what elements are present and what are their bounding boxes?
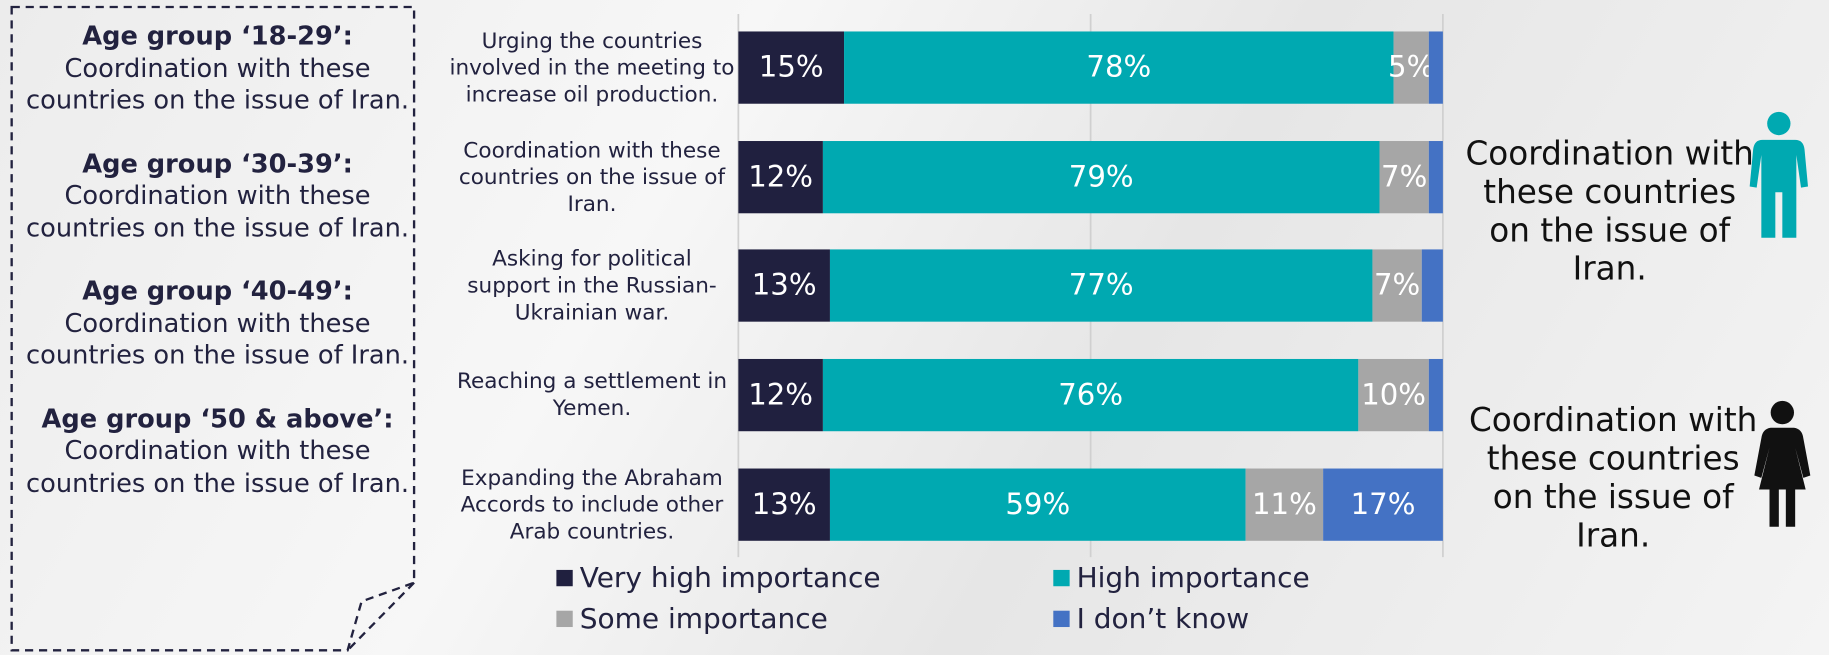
category-label: Reaching a settlement in Yemen. bbox=[456, 369, 728, 421]
bar-segment bbox=[1428, 31, 1443, 104]
female-icon bbox=[1754, 400, 1811, 527]
category-label: Urging the countries involved in the mee… bbox=[449, 28, 735, 107]
value-label: 17% bbox=[1351, 487, 1416, 521]
male-icon bbox=[1749, 111, 1808, 238]
bar-segment bbox=[738, 249, 830, 322]
age-group: Age group ‘30-39’: bbox=[82, 149, 353, 179]
age-item: Age group ‘40-49’: Coordination with the… bbox=[16, 276, 418, 372]
age-text: Coordination with these countries on the… bbox=[26, 437, 410, 499]
value-label: 13% bbox=[752, 487, 817, 521]
bar-segment bbox=[829, 249, 1373, 322]
value-label: 5% bbox=[1388, 50, 1434, 84]
value-label: 11% bbox=[1252, 487, 1317, 521]
value-label: 79% bbox=[1069, 159, 1134, 193]
legend-label: I don’t know bbox=[1077, 602, 1249, 635]
legend-label: High importance bbox=[1077, 561, 1310, 594]
bar-segment bbox=[844, 31, 1394, 104]
age-group: Age group ‘40-49’: bbox=[82, 277, 353, 307]
value-label: 76% bbox=[1058, 377, 1123, 411]
age-text: Coordination with these countries on the… bbox=[26, 309, 410, 371]
value-label: 12% bbox=[748, 377, 813, 411]
value-label: 59% bbox=[1005, 487, 1070, 521]
legend-label: Very high importance bbox=[580, 561, 881, 594]
bar-segment bbox=[1393, 31, 1429, 104]
bar-segment bbox=[1372, 249, 1422, 322]
bar-segment bbox=[738, 31, 845, 104]
age-text: Coordination with these countries on the… bbox=[26, 181, 410, 244]
callout-box bbox=[10, 5, 416, 652]
bar-segment bbox=[1428, 358, 1443, 432]
bar-segment bbox=[822, 358, 1359, 432]
bar-segment bbox=[1323, 468, 1443, 541]
category-label: Expanding the Abraham Accords to include… bbox=[460, 465, 724, 544]
legend-swatch bbox=[1053, 610, 1070, 628]
male-text: Coordination with these countries on the… bbox=[1465, 134, 1754, 288]
value-label: 77% bbox=[1069, 268, 1134, 302]
category-label: Asking for political support in the Russ… bbox=[467, 246, 717, 325]
value-label: 7% bbox=[1374, 268, 1420, 302]
bar-segment bbox=[738, 468, 830, 541]
value-label: 13% bbox=[752, 268, 817, 302]
age-group: Age group ‘50 & above’: bbox=[41, 405, 394, 435]
age-text: Coordination with these countries on the… bbox=[26, 54, 410, 116]
legend-swatch bbox=[556, 610, 573, 628]
legend-swatch bbox=[556, 569, 573, 587]
bar-segment bbox=[1245, 468, 1324, 541]
value-label: 78% bbox=[1086, 50, 1151, 84]
bar-segment bbox=[1428, 141, 1443, 214]
age-item: Age group ‘18-29’: Coordination with the… bbox=[16, 21, 418, 117]
bar-segment bbox=[1358, 358, 1429, 432]
bar-segment bbox=[738, 358, 823, 432]
female-text: Coordination with these countries on the… bbox=[1468, 400, 1758, 555]
age-group: Age group ‘18-29’: bbox=[82, 22, 353, 52]
value-label: 10% bbox=[1361, 377, 1426, 411]
age-panel: Age group ‘18-29’: Coordination with the… bbox=[16, 21, 418, 531]
age-item: Age group ‘50 & above’: Coordination wit… bbox=[16, 404, 418, 500]
value-label: 15% bbox=[759, 50, 824, 84]
value-label: 12% bbox=[748, 159, 813, 193]
bar-segment bbox=[1379, 141, 1429, 214]
value-label: 7% bbox=[1381, 159, 1427, 193]
legend-swatch bbox=[1053, 569, 1070, 587]
age-item: Age group ‘30-39’: Coordination with the… bbox=[16, 149, 418, 245]
legend-label: Some importance bbox=[580, 602, 828, 635]
bar-segment bbox=[822, 141, 1380, 214]
callout-tail bbox=[346, 581, 415, 652]
bar-segment bbox=[738, 141, 823, 214]
bar-segment bbox=[829, 468, 1246, 541]
bar-segment bbox=[1421, 249, 1443, 322]
category-label: Coordination with these countries on the… bbox=[458, 138, 726, 217]
